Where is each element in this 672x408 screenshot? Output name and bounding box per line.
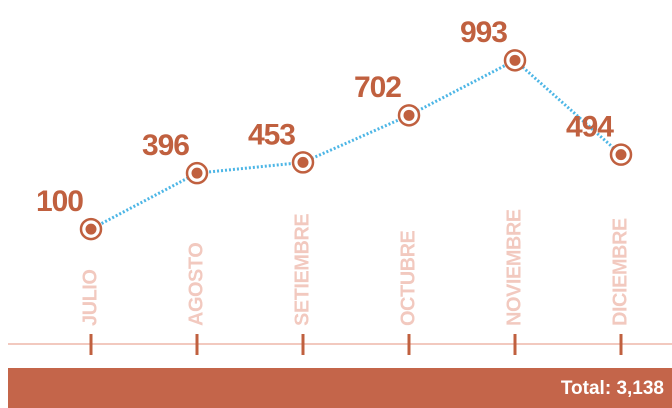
x-tick-label: DICIEMBRE <box>609 218 631 326</box>
value-label: 453 <box>248 118 295 151</box>
marker <box>403 109 415 121</box>
marker <box>85 223 97 235</box>
marker <box>297 156 309 168</box>
value-label: 702 <box>354 71 401 104</box>
value-label: 396 <box>142 129 189 162</box>
marker <box>191 167 203 179</box>
x-tick-label: AGOSTO <box>185 243 207 326</box>
x-tick-label: SETIEMBRE <box>291 214 313 326</box>
marker <box>509 54 521 66</box>
total-bar <box>8 368 672 408</box>
total-label: Total: 3,138 <box>561 378 664 399</box>
x-tick-label: OCTUBRE <box>397 230 419 326</box>
value-label: 494 <box>566 111 614 144</box>
x-tick-label: NOVIEMBRE <box>503 209 525 326</box>
value-label: 993 <box>460 16 507 49</box>
line <box>90 58 622 231</box>
marker <box>615 149 627 161</box>
x-tick-label: JULIO <box>79 270 101 326</box>
value-label: 100 <box>36 185 83 218</box>
